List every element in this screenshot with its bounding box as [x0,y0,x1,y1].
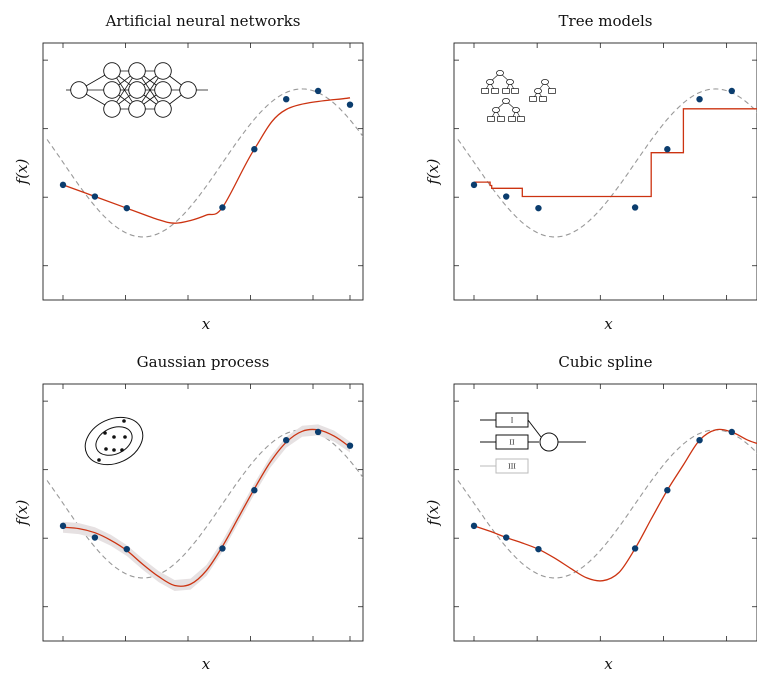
model-fit-line [62,97,351,224]
plot-area [457,88,757,238]
plot-frame [42,383,364,642]
plot-frame [453,42,757,301]
data-point [503,534,510,541]
data-point [631,204,639,211]
model-fit-line [473,428,757,582]
data-point [664,146,671,153]
data-point [59,181,67,189]
plot-frame [42,42,364,301]
chart-panel: Artificial neural networks x f(x) [13,12,364,333]
data-point [123,204,130,212]
true-function-curve [457,429,757,579]
data-point [470,181,478,189]
data-point [470,522,478,530]
data-point [664,487,671,494]
y-axis-label: f(x) [13,499,31,526]
gaussian-ellipse-icon [84,416,144,466]
plot-frame [453,383,757,642]
plot-area [46,424,363,591]
data-point [91,193,99,200]
svg-text:II: II [509,439,515,447]
chart-title: Gaussian process [137,353,270,371]
x-axis-label: x [202,655,211,673]
data-point [219,204,226,211]
data-point [283,95,290,103]
chart-title: Cubic spline [558,353,652,371]
true-function-curve [46,429,363,579]
plot-area [457,428,757,582]
data-point [59,522,67,530]
model-fit-line [474,108,757,198]
data-point [631,545,639,552]
data-point [346,101,354,108]
data-point [728,428,735,436]
data-point [696,436,703,444]
neural-network-icon [66,62,208,118]
chart-title: Artificial neural networks [105,12,301,30]
data-point [728,87,735,95]
true-function-curve [457,88,757,238]
data-point [314,87,322,95]
data-point [251,487,258,494]
data-point [503,193,510,200]
data-point [91,534,99,541]
data-point [123,545,130,553]
chart-title: Tree models [559,12,653,30]
data-point [346,442,354,449]
x-axis-label: x [202,315,211,333]
decision-trees-icon [481,70,556,122]
data-point [251,146,258,153]
data-point [314,428,322,436]
model-fit-line [62,428,351,587]
data-point [535,545,542,553]
x-axis-label: x [604,315,613,333]
data-point [535,204,542,212]
svg-text:III: III [508,463,516,471]
chart-panel: Gaussian process x f(x) [13,353,364,673]
true-function-curve [46,88,363,238]
data-point [696,95,703,103]
y-axis-label: f(x) [13,158,31,185]
y-axis-label: f(x) [424,499,442,526]
x-axis-label: x [604,655,613,673]
chart-panel: Tree models x f(x) [424,12,757,333]
svg-text:I: I [511,417,514,425]
data-point [219,545,226,552]
plot-area [46,88,363,238]
y-axis-label: f(x) [424,158,442,185]
data-point [283,436,290,444]
